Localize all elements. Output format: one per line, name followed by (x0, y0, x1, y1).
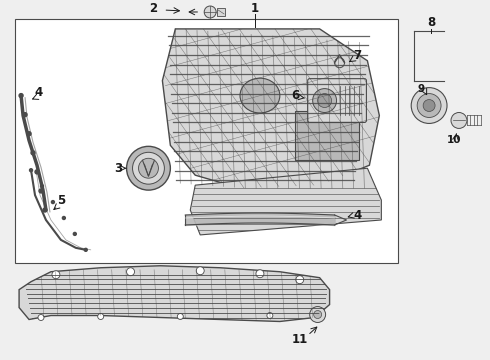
Circle shape (451, 112, 467, 129)
Text: 6: 6 (292, 89, 300, 102)
Circle shape (74, 233, 76, 235)
Text: 7: 7 (353, 49, 362, 62)
Circle shape (84, 248, 87, 251)
Circle shape (31, 151, 35, 155)
Circle shape (310, 307, 326, 323)
Circle shape (23, 113, 27, 117)
Polygon shape (162, 29, 379, 188)
Circle shape (52, 271, 60, 279)
Text: 8: 8 (427, 17, 435, 30)
Text: 4: 4 (353, 208, 362, 221)
Circle shape (204, 6, 216, 18)
Circle shape (126, 268, 135, 276)
Circle shape (423, 100, 435, 112)
Text: 11: 11 (292, 333, 308, 346)
Circle shape (62, 216, 65, 220)
Circle shape (98, 314, 104, 319)
Circle shape (35, 170, 39, 174)
Circle shape (41, 185, 44, 188)
Circle shape (51, 201, 54, 203)
Text: 1: 1 (251, 3, 259, 15)
Circle shape (19, 94, 23, 98)
Bar (15, 19, 398, 263)
Circle shape (267, 312, 273, 319)
Circle shape (29, 169, 32, 172)
Polygon shape (190, 168, 381, 235)
Text: 4: 4 (35, 86, 43, 99)
Circle shape (132, 152, 164, 184)
Circle shape (139, 158, 158, 178)
Circle shape (196, 267, 204, 275)
Text: 10: 10 (447, 135, 461, 145)
Circle shape (177, 314, 183, 319)
Circle shape (411, 87, 447, 123)
Circle shape (39, 189, 43, 193)
FancyBboxPatch shape (308, 78, 367, 122)
Circle shape (318, 94, 332, 108)
Ellipse shape (240, 78, 280, 113)
Text: 2: 2 (149, 3, 157, 15)
Circle shape (296, 276, 304, 284)
Circle shape (27, 132, 31, 136)
Text: 9: 9 (417, 84, 425, 94)
Bar (295, 111, 360, 160)
Text: 3: 3 (115, 162, 122, 175)
Circle shape (417, 94, 441, 117)
Circle shape (126, 146, 171, 190)
Circle shape (313, 89, 337, 112)
Circle shape (38, 315, 44, 320)
Circle shape (256, 270, 264, 278)
Polygon shape (19, 266, 330, 321)
Circle shape (335, 58, 344, 68)
Circle shape (43, 208, 47, 212)
Circle shape (314, 311, 321, 319)
Bar (217, 8, 225, 16)
Text: 5: 5 (57, 194, 65, 207)
